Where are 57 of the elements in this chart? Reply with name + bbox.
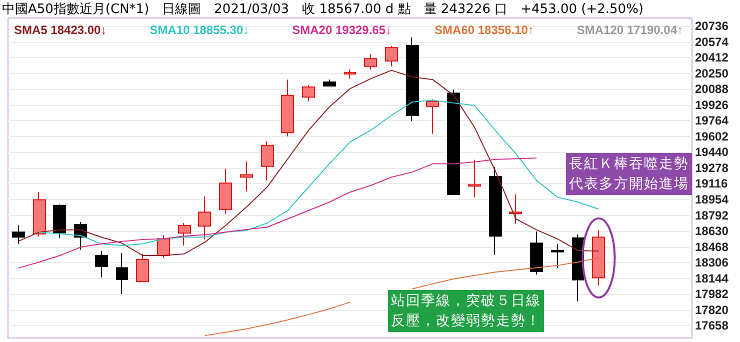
candlestick xyxy=(489,166,502,256)
line-series xyxy=(18,70,600,256)
y-tick-label: 17820 xyxy=(695,302,729,317)
y-tick-label: 18954 xyxy=(695,192,729,206)
candlestick xyxy=(509,194,522,224)
legend-label: SMA120 17190.04↑ xyxy=(576,23,683,37)
y-tick-label: 18306 xyxy=(695,256,729,270)
y-tick-label: 20088 xyxy=(695,82,729,96)
annotation: 站回季線，突破５日線反壓，改變弱勢走勢！ xyxy=(388,290,544,332)
y-tick-label: 20736 xyxy=(695,19,729,34)
y-tick-label: 19116 xyxy=(695,176,728,191)
candlestick xyxy=(240,160,253,192)
candlestick xyxy=(323,79,336,87)
candlestick xyxy=(219,168,232,214)
line-series xyxy=(38,100,600,246)
candlestick xyxy=(385,46,398,67)
candlestick xyxy=(447,89,460,195)
candlestick xyxy=(116,252,128,294)
candlestick xyxy=(364,54,377,70)
text: SMA20 19329.65↓ xyxy=(292,23,392,37)
candlestick xyxy=(551,243,564,268)
y-tick-label: 20250 xyxy=(695,66,729,80)
y-tick-label: 20412 xyxy=(695,50,729,65)
candlestick xyxy=(33,192,46,237)
candlestick xyxy=(344,69,356,80)
candlestick xyxy=(592,230,605,286)
candlestick xyxy=(281,79,294,137)
candlestick xyxy=(53,204,66,238)
y-tick-label: 19926 xyxy=(695,98,729,112)
candlestick xyxy=(261,140,274,181)
candlestick xyxy=(95,250,108,278)
candlestick xyxy=(178,222,191,246)
candlestick xyxy=(12,224,25,244)
candlestick xyxy=(302,84,315,102)
y-tick-label: 19764 xyxy=(695,114,729,128)
y-tick-label: 18144 xyxy=(695,271,729,286)
text: SMA5 18423.00↓ xyxy=(14,23,107,37)
y-tick-label: 18630 xyxy=(695,224,729,238)
y-tick-label: 18468 xyxy=(695,240,729,254)
candlestick xyxy=(136,253,149,282)
y-tick-label: 20574 xyxy=(695,34,729,49)
y-tick-label: 17658 xyxy=(695,318,729,333)
candlestick xyxy=(426,98,439,134)
y-tick-label: 19278 xyxy=(695,160,729,175)
line-series xyxy=(18,158,538,269)
candlestick xyxy=(468,159,481,198)
y-tick-label: 18792 xyxy=(695,208,729,222)
candlestick xyxy=(406,37,419,122)
y-tick-label: 19602 xyxy=(695,129,729,144)
y-tick-label: 19440 xyxy=(695,145,729,160)
y-tick-label: 17982 xyxy=(695,287,729,302)
text: SMA10 18855.30↓ xyxy=(150,23,250,37)
candlestick xyxy=(198,196,211,240)
candlestick xyxy=(530,230,543,275)
chart-title: 中國A50指數近月(CN*1) 日線圖 2021/03/03 收 18567.00 d 點 量 243226 口 +453.00 (+2.50%) xyxy=(2,1,644,17)
text: SMA60 18356.10↑ xyxy=(434,23,534,37)
annotation: 長紅Ｋ棒吞噬走勢代表多方開始進場 xyxy=(566,153,692,195)
